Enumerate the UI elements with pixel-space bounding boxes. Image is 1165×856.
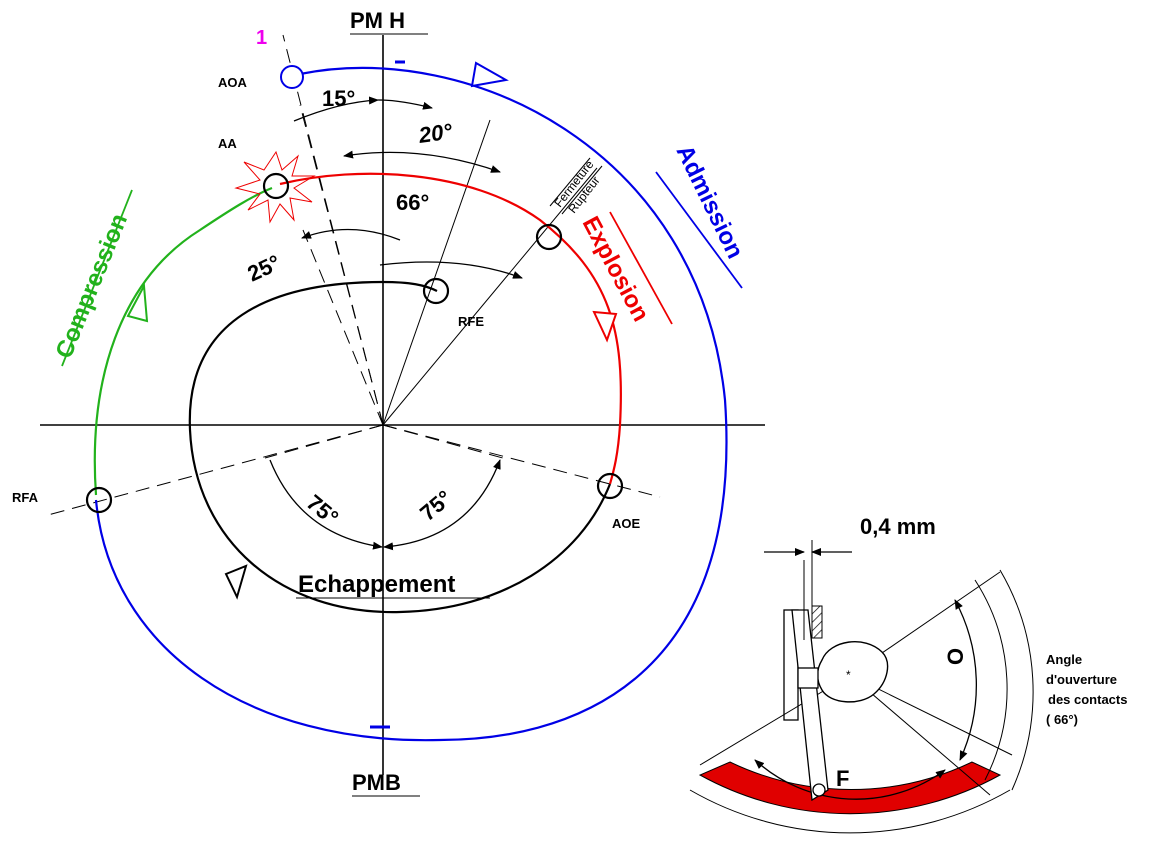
angle-15-arc-right (377, 99, 433, 110)
aa-point (262, 172, 290, 200)
rubbing-block (797, 667, 819, 689)
line-75-right (382, 424, 511, 461)
explosion-arrow (592, 310, 618, 343)
caption-line-3: des contacts (1048, 692, 1127, 707)
angle-66-arc (343, 150, 501, 173)
rupteur-underline (561, 165, 603, 215)
line-15 (299, 104, 384, 426)
aoa-label: AOA (218, 75, 248, 90)
admission-arrow (470, 61, 509, 88)
line-75-left (264, 424, 384, 459)
angle-75-right-label: 75° (415, 485, 457, 526)
angle-opening-arc (999, 569, 1034, 791)
arm-pivot (812, 783, 826, 797)
admission-arc (94, 66, 728, 742)
caption-line-4: ( 66°) (1046, 712, 1078, 727)
fermeture-underline (549, 157, 591, 207)
aoa-point (280, 65, 304, 89)
breaker-arm (791, 609, 829, 802)
caption-line-2: d'ouverture (1046, 672, 1117, 687)
pmh-label: PM H (350, 8, 405, 33)
angle-66-lower-arc (379, 261, 523, 279)
echappement-arrow (224, 564, 248, 600)
angle-o-label: O (943, 648, 968, 665)
aoe-label: AOE (612, 516, 641, 531)
compression-arrow (126, 282, 149, 323)
angle-o-arc (954, 599, 978, 761)
rfe-label: RFE (458, 314, 484, 329)
angle-25-label: 25° (244, 250, 285, 287)
line-aoe (382, 424, 661, 498)
aa-label: AA (218, 136, 237, 151)
angle-15-arc (293, 96, 379, 122)
angle-f-label: F (836, 766, 849, 791)
angle-15-label: 15° (322, 86, 355, 111)
echappement-arc (188, 280, 612, 614)
caption-line-1: Angle (1046, 652, 1082, 667)
line-25 (302, 229, 384, 426)
explosion-underline (609, 211, 673, 325)
admission-underline (655, 171, 743, 289)
line-rupteur (382, 167, 598, 426)
compression-underline (61, 189, 133, 367)
angle-20-label: 20° (416, 119, 454, 149)
rfa-point (85, 486, 113, 514)
cam-center-mark: * (846, 668, 851, 682)
gap-label: 0,4 mm (860, 514, 936, 539)
angle-75-right-arc (383, 459, 501, 551)
pmb-label: PMB (352, 770, 401, 795)
angle-75-left-label: 75° (302, 490, 344, 531)
line-20 (382, 119, 491, 426)
marker-one-label: 1 (256, 27, 267, 49)
explosion-arc (279, 172, 622, 485)
fixed-contact (811, 605, 823, 639)
angle-o-outer-arc (974, 579, 1008, 781)
compression-title: Compression (51, 210, 133, 362)
echappement-title: Echappement (298, 571, 455, 598)
rfe-point (422, 277, 450, 305)
spark-star-icon (234, 150, 316, 224)
line-rfa (47, 424, 384, 516)
angle-75-left-arc (269, 459, 383, 550)
angle-66-label: 66° (396, 190, 429, 215)
breaker-inset: * (689, 540, 1034, 834)
compression-arc (93, 186, 273, 496)
aoe-point (596, 472, 624, 500)
rfa-label: RFA (12, 490, 39, 505)
angle-25-arc (301, 228, 401, 241)
angle-f-arc (754, 759, 946, 800)
rupteur-point (535, 223, 563, 251)
cam-outer-arc (689, 789, 1011, 834)
cam-lobe (816, 641, 889, 703)
cam-sector (698, 761, 1002, 815)
